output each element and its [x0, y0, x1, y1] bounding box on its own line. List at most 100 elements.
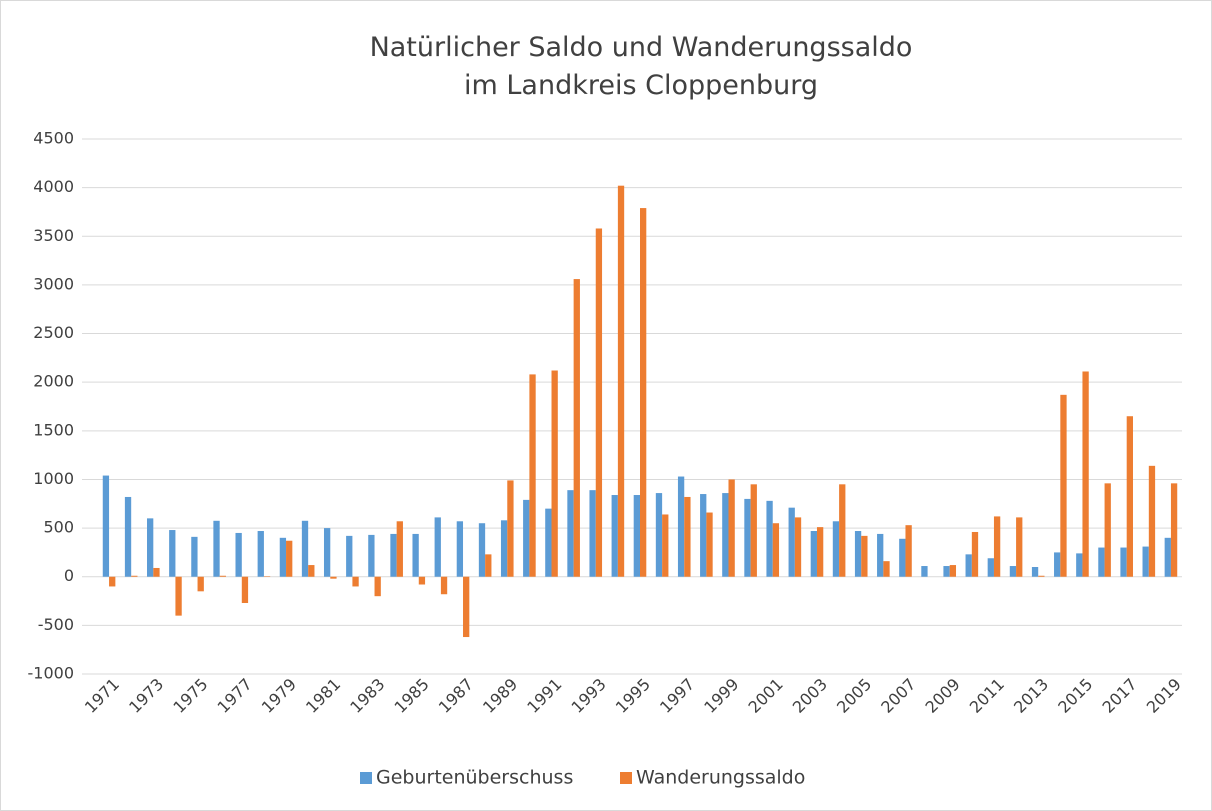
- bar: [396, 521, 403, 577]
- y-tick-label: 4500: [33, 129, 74, 148]
- bar: [551, 370, 558, 577]
- bar: [529, 374, 536, 577]
- bar: [595, 228, 603, 577]
- bar: [434, 517, 441, 577]
- bar: [147, 518, 154, 577]
- y-tick-label: 1500: [33, 420, 74, 439]
- bar: [485, 554, 492, 577]
- y-tick-label: 500: [43, 518, 74, 537]
- bar: [861, 535, 868, 577]
- y-tick-label: 1000: [33, 469, 74, 488]
- bar: [374, 576, 381, 597]
- bar: [191, 536, 198, 577]
- bar: [905, 525, 912, 577]
- bar: [883, 561, 890, 577]
- bar: [728, 479, 735, 577]
- bar: [1170, 483, 1178, 577]
- bar: [921, 566, 928, 577]
- bar: [241, 576, 249, 603]
- bar: [390, 533, 397, 577]
- bar: [1038, 575, 1045, 577]
- bar: [772, 523, 780, 577]
- bar: [213, 520, 220, 577]
- y-tick-label: 4000: [33, 177, 74, 196]
- bar: [1098, 547, 1105, 577]
- bar: [1164, 537, 1171, 577]
- bar: [1076, 553, 1083, 577]
- bar: [257, 531, 264, 577]
- bar: [368, 534, 375, 577]
- bar: [153, 567, 160, 577]
- bar: [854, 531, 862, 577]
- bar: [722, 493, 729, 577]
- bar: [766, 500, 773, 577]
- bar: [899, 538, 906, 577]
- bar: [440, 576, 448, 595]
- bar: [523, 499, 530, 577]
- bar: [744, 498, 751, 577]
- bar: [794, 517, 802, 577]
- bar: [573, 279, 580, 577]
- bar: [949, 565, 957, 577]
- y-tick-label: 3500: [33, 226, 74, 245]
- bar: [463, 576, 470, 638]
- legend-swatch: [360, 772, 372, 784]
- bar: [965, 554, 972, 577]
- bar: [943, 566, 950, 577]
- chart-title: im Landkreis Cloppenburg: [464, 70, 818, 101]
- bar: [1009, 566, 1017, 577]
- chart-title: Natürlicher Saldo und Wanderungssaldo: [370, 32, 913, 63]
- bar: [816, 527, 824, 577]
- legend-swatch: [620, 772, 632, 784]
- bar: [700, 494, 707, 577]
- legend-label: Wanderungssaldo: [636, 767, 805, 789]
- bar: [839, 484, 846, 577]
- bar: [286, 540, 293, 577]
- bar: [1054, 552, 1061, 577]
- bar: [478, 523, 486, 577]
- bar: [346, 535, 353, 577]
- bar: [352, 576, 359, 587]
- bar: [1060, 394, 1067, 577]
- bar: [102, 475, 110, 577]
- bar: [877, 533, 884, 577]
- bar: [235, 532, 242, 577]
- bar: [131, 575, 138, 577]
- bar: [1082, 371, 1089, 577]
- bar: [412, 533, 419, 577]
- y-tick-label: 3000: [33, 274, 74, 293]
- bar: [640, 208, 647, 577]
- bar: [301, 520, 309, 577]
- bar: [633, 495, 640, 577]
- bar: [308, 565, 315, 577]
- bar: [456, 521, 464, 577]
- bar: [832, 521, 840, 577]
- bar: [124, 496, 132, 577]
- bar: [706, 512, 713, 577]
- bar: [1016, 517, 1023, 577]
- bar: [175, 576, 182, 616]
- bar: [279, 537, 287, 577]
- bar: [500, 520, 508, 577]
- bar: [617, 185, 625, 577]
- bar: [611, 495, 618, 577]
- bar: [323, 528, 331, 577]
- bar: [810, 531, 817, 577]
- bar: [169, 530, 176, 577]
- bar: [1104, 483, 1111, 577]
- bar: [545, 508, 552, 577]
- y-tick-label: 0: [64, 566, 74, 585]
- bar: [418, 576, 426, 585]
- bar: [662, 514, 669, 577]
- bar: [684, 496, 691, 577]
- bar: [788, 507, 795, 577]
- bar: [1120, 547, 1127, 577]
- bar: [1126, 416, 1133, 577]
- legend-label: Geburtenüberschuss: [376, 767, 573, 789]
- bar: [507, 480, 514, 577]
- bar: [655, 493, 663, 577]
- bar: [1031, 567, 1039, 577]
- bar: [677, 476, 685, 577]
